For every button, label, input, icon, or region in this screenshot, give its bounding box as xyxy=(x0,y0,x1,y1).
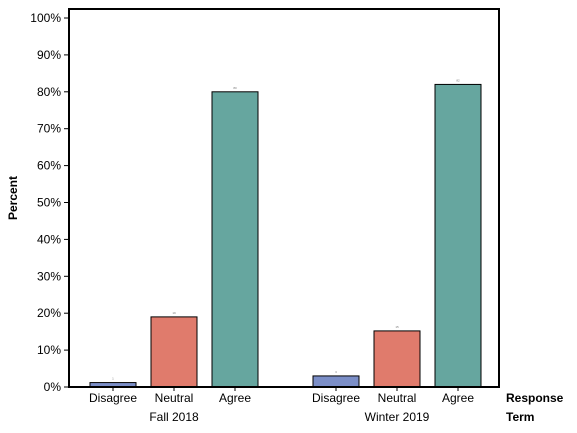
bar-data-label: 19 xyxy=(172,311,176,315)
y-tick-label: 100% xyxy=(30,11,61,25)
y-tick-label: 40% xyxy=(37,232,61,246)
x-tick-label-response: Agree xyxy=(442,391,474,405)
x-tick-label-term: Fall 2018 xyxy=(149,410,199,424)
bar-agree-2 xyxy=(434,83,482,388)
y-tick-label: 10% xyxy=(37,343,61,357)
x-tick-label-response: Neutral xyxy=(155,391,194,405)
y-tick-label: 0% xyxy=(44,380,62,394)
x-tick-label-response: Neutral xyxy=(378,391,417,405)
y-axis-ticks: 0% 10% 20% 30% 40% 50% 60% 70% 80% 90% 100% xyxy=(30,11,69,394)
bar-data-label: 80 xyxy=(233,86,237,90)
y-axis-title: Percent xyxy=(6,176,20,220)
bar-agree-1 xyxy=(211,91,259,388)
bar-disagree-2 xyxy=(312,375,360,388)
bar-neutral-1 xyxy=(150,316,198,388)
plot-frame xyxy=(68,8,500,388)
bar-data-label: 15 xyxy=(395,325,399,329)
bar-data-label: 1 xyxy=(112,377,114,381)
bars: 1 19 80 3 15 82 xyxy=(89,78,482,388)
y-tick-label: 90% xyxy=(37,48,61,62)
y-tick-label: 80% xyxy=(37,85,61,99)
x-tick-label-response: Disagree xyxy=(312,391,360,405)
bar-data-label: 3 xyxy=(335,370,337,374)
y-tick-label: 30% xyxy=(37,269,61,283)
bar-data-label: 82 xyxy=(456,78,460,82)
x-tick-label-response: Agree xyxy=(219,391,251,405)
x-axis-title-term: Term xyxy=(506,410,534,424)
y-tick-label: 60% xyxy=(37,159,61,173)
x-axis-labels: Disagree Neutral Agree Fall 2018 Disagree Neu… xyxy=(89,387,474,424)
x-axis-title-response: Response xyxy=(506,391,564,405)
x-tick-label-response: Disagree xyxy=(89,391,137,405)
x-tick-label-term: Winter 2019 xyxy=(365,410,430,424)
y-tick-label: 50% xyxy=(37,196,61,210)
bar-neutral-2 xyxy=(373,330,421,388)
y-tick-label: 20% xyxy=(37,306,61,320)
y-tick-label: 70% xyxy=(37,122,61,136)
